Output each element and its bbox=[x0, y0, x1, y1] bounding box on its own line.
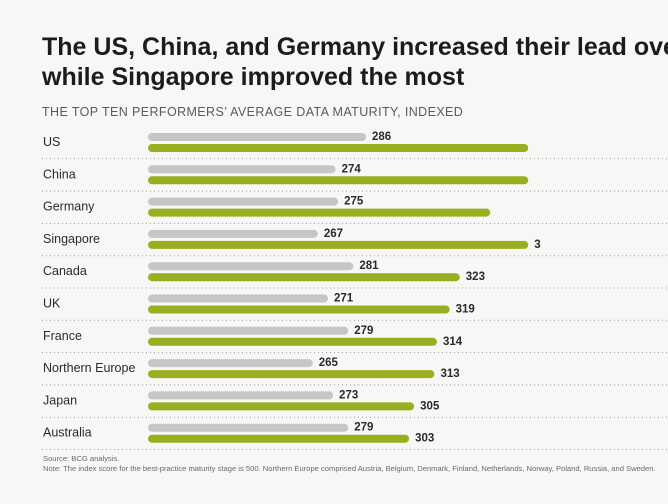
data-label: 319 bbox=[456, 304, 475, 316]
category-label: France bbox=[43, 329, 82, 343]
bar bbox=[148, 208, 491, 217]
category-label: Singapore bbox=[43, 232, 100, 246]
category-label: Germany bbox=[43, 200, 95, 214]
category-label: Northern Europe bbox=[43, 361, 135, 375]
category-label: China bbox=[43, 167, 76, 181]
bar bbox=[148, 262, 354, 271]
data-label: 313 bbox=[440, 368, 459, 380]
chart-title-line-2: while Singapore improved the most bbox=[42, 63, 465, 91]
data-label: 3 bbox=[534, 239, 540, 251]
bar bbox=[148, 240, 529, 249]
data-label: 281 bbox=[359, 260, 379, 272]
bar bbox=[148, 423, 349, 432]
data-label: 273 bbox=[339, 389, 358, 401]
data-label: 265 bbox=[319, 357, 339, 369]
bar bbox=[148, 144, 529, 152]
data-label: 303 bbox=[415, 433, 434, 445]
bar bbox=[148, 305, 450, 314]
category-label: US bbox=[43, 135, 60, 149]
data-label: 275 bbox=[344, 196, 364, 208]
data-label: 305 bbox=[420, 400, 440, 412]
data-label: 286 bbox=[372, 131, 391, 143]
bar bbox=[148, 391, 334, 400]
bar bbox=[148, 197, 339, 206]
chart-title-line-1: The US, China, and Germany increased the… bbox=[42, 33, 668, 61]
category-label: Australia bbox=[43, 426, 92, 440]
bar bbox=[148, 337, 437, 346]
chart-title: The US, China, and Germany increased the… bbox=[42, 32, 668, 92]
data-label: 279 bbox=[354, 422, 373, 434]
chart-subtitle: THE TOP TEN PERFORMERS’ AVERAGE DATA MAT… bbox=[42, 105, 464, 119]
bar bbox=[148, 434, 410, 443]
data-label: 267 bbox=[324, 228, 343, 240]
data-label: 279 bbox=[354, 325, 373, 337]
bar bbox=[148, 176, 529, 185]
category-label: UK bbox=[43, 297, 61, 311]
bar bbox=[148, 326, 349, 335]
bar bbox=[148, 273, 460, 282]
data-label: 323 bbox=[466, 271, 485, 283]
bar bbox=[148, 229, 318, 238]
data-label: 314 bbox=[443, 336, 463, 348]
data-label: 271 bbox=[334, 293, 354, 305]
bar bbox=[148, 402, 415, 411]
category-label: Japan bbox=[43, 393, 77, 407]
bar bbox=[148, 165, 336, 174]
category-label: Canada bbox=[43, 264, 87, 278]
footnote: Note: The index score for the best-pract… bbox=[43, 464, 656, 473]
bar bbox=[148, 294, 328, 303]
data-label: 274 bbox=[342, 163, 362, 175]
bar bbox=[148, 370, 435, 379]
source-note: Source: BCG analysis. bbox=[43, 454, 120, 463]
bar bbox=[148, 359, 313, 368]
bar bbox=[148, 133, 366, 141]
